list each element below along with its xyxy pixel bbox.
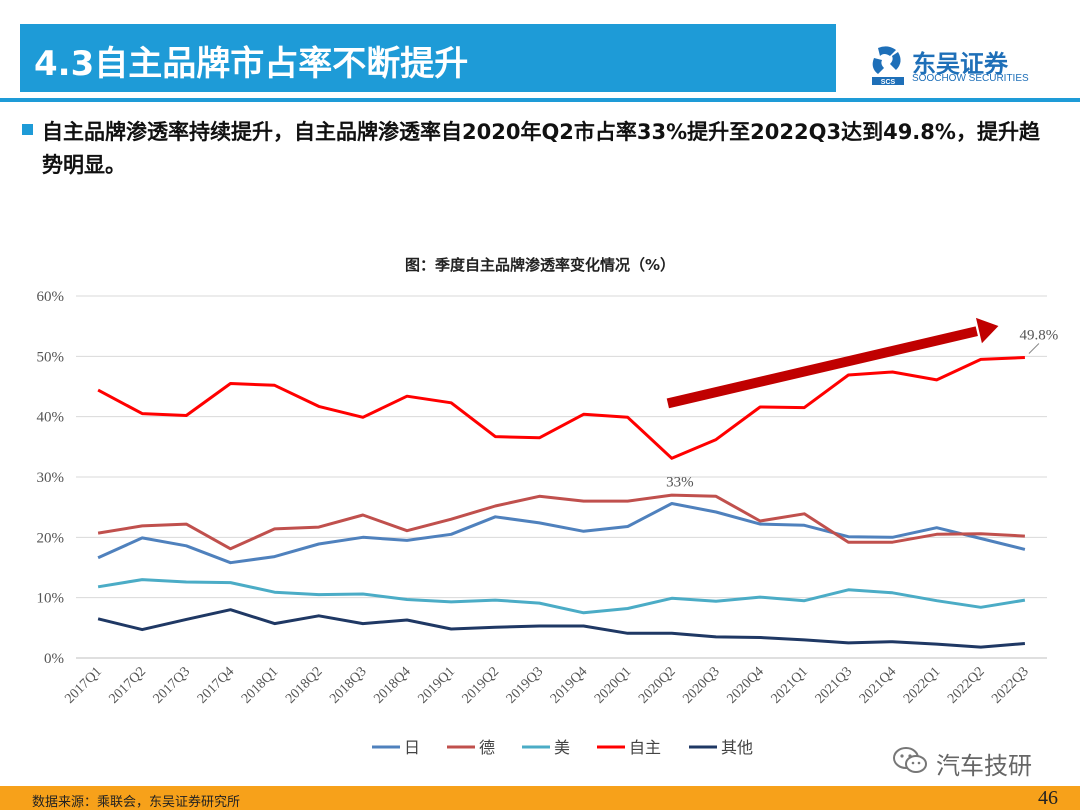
x-tick-label: 2021Q4: [857, 664, 900, 707]
series-line-日: [97, 502, 1026, 565]
page-title: 4.3自主品牌市占率不断提升: [34, 44, 469, 84]
x-tick-label: 2022Q2: [945, 664, 988, 707]
summary-bullet: 自主品牌渗透率持续提升，自主品牌渗透率自2020年Q2市占率33%提升至2022…: [42, 120, 1040, 177]
data-source: 数据来源：乘联会，东吴证券研究所: [32, 795, 241, 810]
company-logo: SCS 东吴证券 SOOCHOW SECURITIES: [870, 44, 1040, 90]
x-tick-label: 2020Q3: [680, 664, 723, 707]
x-tick-label: 2017Q1: [62, 664, 105, 707]
series-line-自主: [97, 356, 1025, 460]
y-tick-label: 50%: [37, 349, 65, 365]
x-tick-label: 2020Q1: [592, 664, 635, 707]
x-tick-label: 2021Q1: [769, 664, 812, 707]
x-tick-label: 2019Q3: [504, 664, 547, 707]
watermark: 汽车技研: [892, 742, 1062, 782]
x-tick-label: 2017Q3: [151, 664, 194, 707]
logo-english-name: SOOCHOW SECURITIES: [912, 73, 1029, 84]
series-line-美: [97, 578, 1026, 615]
y-tick-label: 0%: [44, 651, 64, 667]
trend-arrow-head: [975, 317, 999, 344]
watermark-text: 汽车技研: [936, 752, 1032, 780]
x-tick-label: 2020Q2: [636, 664, 679, 707]
data-label-2022q3: 49.8%: [1020, 328, 1059, 344]
x-tick-label: 2017Q4: [195, 664, 238, 707]
y-tick-label: 20%: [37, 530, 65, 546]
title-bar: 4.3自主品牌市占率不断提升: [20, 24, 836, 92]
footer-bar: 数据来源：乘联会，东吴证券研究所 46: [0, 786, 1080, 810]
header-divider: [0, 98, 1080, 102]
page-number: 46: [1038, 787, 1058, 809]
x-tick-label: 2018Q1: [239, 664, 282, 707]
legend-label: 其他: [721, 738, 753, 757]
series-line-其他: [97, 608, 1026, 649]
y-tick-label: 60%: [37, 289, 65, 305]
line-chart: 0%10%20%30%40%50%60%2017Q1 2017Q2 2017Q3 20…: [37, 289, 1059, 757]
x-tick-label: 2018Q3: [327, 664, 370, 707]
legend-label: 德: [479, 738, 495, 757]
logo-chinese-name: 东吴证券: [912, 50, 1008, 78]
wechat-icon: [893, 747, 927, 773]
x-tick-label: 2017Q2: [107, 664, 150, 707]
series-line-德: [97, 493, 1025, 551]
x-tick-label: 2019Q2: [460, 664, 503, 707]
data-label-leader: [1028, 343, 1040, 354]
y-tick-label: 10%: [37, 591, 65, 607]
x-tick-label: 2020Q4: [724, 664, 767, 707]
y-tick-label: 40%: [37, 410, 65, 426]
x-tick-label: 2018Q2: [283, 664, 326, 707]
legend-label: 美: [554, 738, 570, 757]
bullet-marker: [22, 124, 33, 135]
data-label-2020q2: 33%: [666, 474, 694, 490]
logo-mark-icon: SCS: [872, 46, 904, 86]
svg-text:SCS: SCS: [881, 79, 896, 86]
x-tick-label: 2019Q4: [548, 664, 591, 707]
x-tick-label: 2018Q4: [371, 664, 414, 707]
legend-label: 自主: [629, 738, 661, 757]
x-tick-label: 2019Q1: [415, 664, 458, 707]
x-tick-label: 2022Q1: [901, 664, 944, 707]
trend-arrow-shaft: [666, 326, 978, 409]
x-tick-label: 2021Q3: [813, 664, 856, 707]
y-tick-label: 30%: [37, 470, 65, 486]
x-tick-label: 2022Q3: [989, 664, 1032, 707]
chart-title: 图：季度自主品牌渗透率变化情况（%）: [404, 256, 676, 274]
legend-label: 日: [404, 738, 420, 757]
